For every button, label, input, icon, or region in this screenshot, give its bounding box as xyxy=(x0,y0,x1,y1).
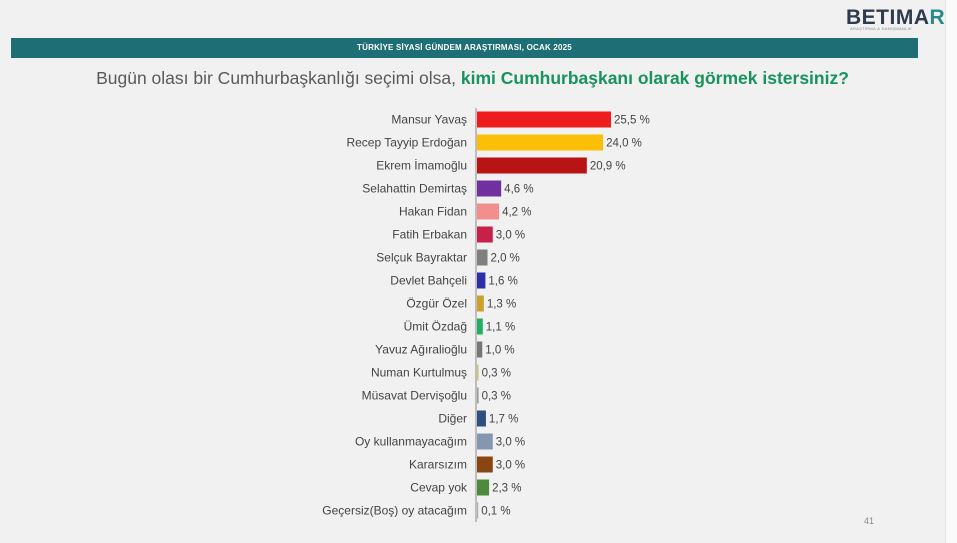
category-label: Hakan Fidan xyxy=(399,205,467,219)
category-label: Oy kullanmayacağım xyxy=(355,435,467,449)
category-label: Cevap yok xyxy=(410,481,468,495)
category-label: Kararsızım xyxy=(409,458,467,472)
value-label: 1,7 % xyxy=(489,414,518,426)
category-label: Ekrem İmamoğlu xyxy=(376,159,467,173)
category-label: Selahattin Demirtaş xyxy=(362,182,467,196)
category-label: Özgür Özel xyxy=(406,297,467,311)
bar xyxy=(477,502,479,519)
category-label: Müsavat Dervişoğlu xyxy=(362,389,467,403)
category-label: Diğer xyxy=(438,412,467,426)
logo-text-main: BETIMA xyxy=(846,6,930,29)
bar xyxy=(477,295,484,312)
bar xyxy=(477,318,483,335)
bar xyxy=(477,203,500,220)
bar xyxy=(477,410,486,427)
bar xyxy=(477,226,493,243)
scrollbar[interactable] xyxy=(945,0,957,543)
bar xyxy=(477,387,479,404)
betimar-logo: BETIMAR xyxy=(846,6,945,30)
value-label: 24,0 % xyxy=(606,138,642,150)
bar xyxy=(477,364,479,381)
category-label: Fatih Erbakan xyxy=(392,228,467,242)
bar xyxy=(477,180,502,197)
category-label: Ümit Özdağ xyxy=(404,320,467,334)
question-title: Bugün olası bir Cumhurbaşkanlığı seçimi … xyxy=(0,68,945,89)
category-label: Devlet Bahçeli xyxy=(390,274,467,288)
bar xyxy=(477,341,483,358)
value-label: 2,0 % xyxy=(491,253,520,265)
bar xyxy=(477,479,490,496)
category-label: Mansur Yavaş xyxy=(391,113,467,127)
value-label: 0,3 % xyxy=(482,368,511,380)
value-label: 2,3 % xyxy=(492,483,521,495)
bar xyxy=(477,249,488,266)
value-label: 20,9 % xyxy=(590,161,626,173)
value-label: 25,5 % xyxy=(614,115,650,127)
bar xyxy=(477,134,604,151)
logo-text-accent: R xyxy=(929,6,946,29)
question-prefix: Bugün olası bir Cumhurbaşkanlığı seçimi … xyxy=(96,68,456,88)
page-number: 41 xyxy=(864,516,875,526)
category-label: Recep Tayyip Erdoğan xyxy=(346,136,467,150)
bar xyxy=(477,272,486,289)
bar xyxy=(477,433,493,450)
value-label: 4,2 % xyxy=(502,207,531,219)
value-label: 1,0 % xyxy=(485,345,514,357)
value-label: 3,0 % xyxy=(496,230,525,242)
category-label: Geçersiz(Boş) oy atacağım xyxy=(322,504,467,518)
value-label: 3,0 % xyxy=(496,460,525,472)
value-label: 1,3 % xyxy=(487,299,516,311)
category-label: Selçuk Bayraktar xyxy=(376,251,467,265)
value-label: 3,0 % xyxy=(496,437,525,449)
bar xyxy=(477,157,587,174)
bar xyxy=(477,111,611,128)
logo-subtitle: ARAŞTIRMA & DANIŞMANLIK xyxy=(850,26,913,31)
survey-banner: TÜRKİYE SİYASİ GÜNDEM ARAŞTIRMASI, OCAK … xyxy=(11,38,918,58)
value-label: 1,6 % xyxy=(488,276,517,288)
value-label: 4,6 % xyxy=(504,184,533,196)
category-label: Numan Kurtulmuş xyxy=(371,366,467,380)
bar xyxy=(477,456,493,473)
value-label: 0,3 % xyxy=(482,391,511,403)
category-label: Yavuz Ağıralioğlu xyxy=(375,343,467,357)
value-label: 1,1 % xyxy=(486,322,515,334)
question-highlight: kimi Cumhurbaşkanı olarak görmek istersi… xyxy=(460,68,849,88)
value-label: 0,1 % xyxy=(481,506,510,518)
